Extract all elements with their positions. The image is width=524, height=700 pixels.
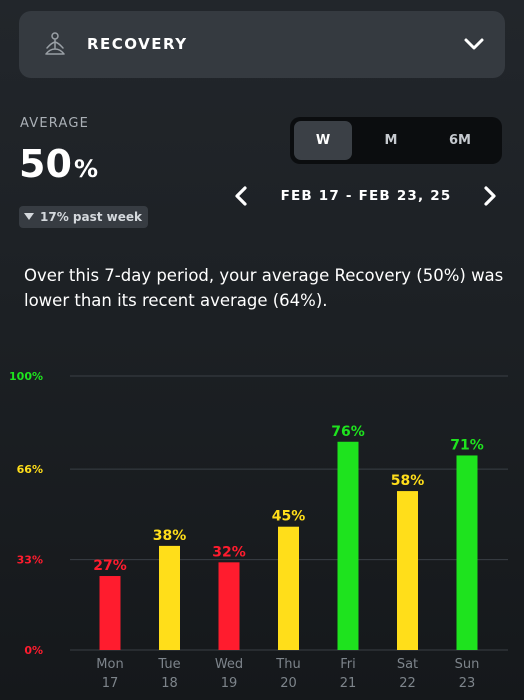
x-tick-day: Sat bbox=[397, 657, 418, 672]
x-tick-day: Wed bbox=[215, 657, 243, 672]
triangle-down-icon bbox=[24, 213, 34, 220]
bar bbox=[159, 545, 180, 650]
chevron-down-icon[interactable] bbox=[463, 33, 485, 55]
bar bbox=[218, 562, 240, 650]
date-range: FEB 17 - FEB 23, 25 bbox=[280, 188, 452, 204]
y-tick-label: 100% bbox=[9, 370, 43, 383]
average-unit: % bbox=[74, 155, 99, 183]
x-tick-date: 17 bbox=[102, 676, 119, 691]
y-tick-label: 66% bbox=[17, 463, 43, 476]
x-tick-date: 23 bbox=[459, 676, 476, 691]
x-tick-day: Sun bbox=[455, 657, 480, 672]
x-tick-date: 22 bbox=[399, 676, 416, 691]
bar-value-label: 76% bbox=[331, 424, 365, 440]
bar-value-label: 45% bbox=[272, 509, 306, 525]
period-6month-button[interactable]: 6M bbox=[449, 133, 471, 148]
x-tick-day: Thu bbox=[275, 657, 300, 672]
period-month-button[interactable]: M bbox=[384, 133, 398, 148]
recovery-header[interactable]: RECOVERY bbox=[19, 11, 505, 78]
period-selector: W M 6M bbox=[290, 117, 502, 164]
bar bbox=[456, 455, 478, 650]
chevron-right-icon[interactable] bbox=[481, 186, 499, 206]
bar-value-label: 27% bbox=[93, 558, 127, 574]
x-tick-date: 18 bbox=[161, 676, 178, 691]
bar bbox=[99, 576, 121, 650]
x-tick-date: 20 bbox=[280, 676, 297, 691]
x-tick-day: Mon bbox=[96, 657, 123, 672]
bar-value-label: 32% bbox=[212, 544, 246, 560]
average-value: 50 bbox=[19, 142, 72, 186]
bar bbox=[397, 491, 418, 650]
chevron-left-icon[interactable] bbox=[232, 186, 250, 206]
x-tick-date: 21 bbox=[340, 676, 357, 691]
header-title: RECOVERY bbox=[87, 35, 188, 53]
bar bbox=[337, 441, 359, 650]
x-tick-date: 19 bbox=[221, 676, 238, 691]
period-week-button[interactable]: W bbox=[294, 121, 352, 160]
trend-badge: 17% past week bbox=[19, 206, 148, 228]
average-label: AVERAGE bbox=[20, 116, 90, 131]
x-tick-day: Tue bbox=[157, 657, 180, 672]
recovery-bar-chart: 100% 66% 33% 0% 27% Mon 17 38% Tue 18 32% Wed 19 45% T… bbox=[9, 370, 508, 691]
x-tick-day: Fri bbox=[340, 657, 356, 672]
bar bbox=[278, 526, 299, 650]
summary-text: Over this 7-day period, your average Rec… bbox=[24, 266, 504, 310]
y-tick-label: 0% bbox=[24, 644, 43, 657]
meditation-icon bbox=[45, 32, 65, 55]
bar-value-label: 71% bbox=[450, 437, 484, 453]
y-tick-label: 33% bbox=[17, 554, 43, 567]
bar-value-label: 58% bbox=[391, 473, 425, 489]
trend-text: 17% past week bbox=[40, 210, 142, 224]
bar-value-label: 38% bbox=[153, 528, 187, 544]
